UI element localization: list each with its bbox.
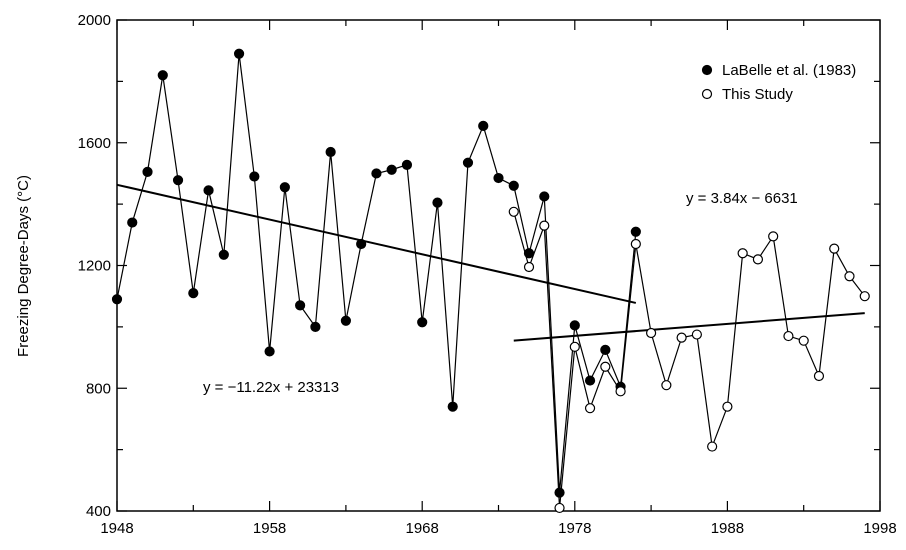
data-point-this-study (798, 335, 809, 346)
x-tick-label: 1988 (711, 520, 744, 537)
data-point-labelle (462, 157, 474, 168)
data-point-labelle (310, 321, 321, 332)
legend-label-labelle: LaBelle et al. (1983) (722, 62, 856, 79)
x-tick-label: 1968 (406, 520, 439, 537)
legend-marker-filled (701, 64, 713, 76)
data-point-labelle (569, 320, 580, 331)
y-axis-title: Freezing Degree-Days (°C) (15, 175, 32, 357)
data-point-labelle (584, 375, 596, 386)
data-point-labelle (233, 48, 245, 59)
data-point-labelle (325, 146, 336, 158)
data-point-labelle (142, 166, 153, 178)
data-point-this-study (783, 330, 794, 342)
data-point-this-study (691, 329, 702, 340)
data-point-labelle (386, 164, 397, 175)
data-point-labelle (340, 315, 351, 326)
data-point-labelle (172, 175, 184, 186)
x-tick-label: 1958 (253, 520, 286, 537)
x-tick-label: 1998 (863, 520, 896, 537)
data-point-this-study (569, 341, 580, 352)
data-point-this-study (813, 370, 825, 382)
data-point-labelle (493, 172, 504, 184)
data-point-labelle (523, 248, 535, 259)
data-point-labelle (417, 317, 428, 328)
data-point-this-study (539, 220, 550, 231)
data-point-labelle (157, 70, 168, 81)
data-point-labelle (111, 294, 123, 305)
data-point-this-study (645, 327, 657, 339)
data-point-this-study (615, 386, 626, 397)
data-point-labelle (127, 217, 138, 228)
data-point-labelle (356, 238, 367, 250)
data-point-this-study (554, 502, 565, 514)
y-tick-label: 400 (86, 503, 111, 520)
data-point-labelle (218, 249, 229, 260)
data-point-labelle (630, 226, 641, 237)
y-tick-labels: 400 800 1200 1600 2000 (78, 12, 111, 520)
data-point-this-study (676, 332, 687, 343)
trend-equation-2: y = 3.84x − 6631 (686, 190, 798, 207)
data-point-labelle (508, 180, 519, 191)
trend-line-2 (513, 312, 865, 342)
data-point-this-study (661, 380, 672, 391)
data-point-labelle (264, 346, 275, 357)
data-point-this-study (630, 238, 641, 250)
data-point-this-study (768, 231, 779, 242)
legend-label-this-study: This Study (722, 86, 793, 103)
data-point-this-study (737, 248, 748, 259)
data-point-labelle (249, 171, 260, 182)
trend-lines (116, 183, 865, 342)
data-point-this-study (523, 261, 535, 273)
data-point-labelle (295, 300, 306, 311)
y-tick-label: 1600 (78, 135, 111, 152)
data-point-labelle (478, 120, 489, 131)
legend-marker-open (701, 88, 713, 100)
data-point-this-study (844, 271, 855, 282)
data-point-labelle (554, 487, 565, 498)
data-point-labelle (371, 168, 382, 179)
data-point-this-study (859, 291, 870, 302)
y-tick-label: 2000 (78, 12, 111, 29)
trend-line-1 (116, 183, 637, 304)
x-tick-label: 1948 (100, 520, 133, 537)
legend: LaBelle et al. (1983) This Study (701, 62, 856, 103)
data-point-this-study (707, 441, 718, 452)
series-points (111, 48, 870, 514)
series-line-1 (116, 53, 637, 493)
x-tick-labels: 1948 1958 1968 1978 1988 1998 (100, 520, 896, 537)
series-line-2 (513, 211, 866, 508)
series-lines (116, 53, 866, 508)
data-point-this-study (752, 254, 764, 265)
data-point-this-study (584, 403, 596, 414)
data-point-labelle (203, 185, 214, 196)
data-point-this-study (722, 401, 733, 412)
data-point-this-study (829, 243, 840, 254)
data-point-labelle (188, 288, 199, 299)
y-tick-label: 1200 (78, 258, 111, 275)
trend-equation-1: y = −11.22x + 23313 (203, 379, 339, 396)
data-point-labelle (401, 159, 413, 170)
y-tick-label: 800 (86, 380, 111, 397)
data-point-this-study (600, 361, 611, 372)
data-point-labelle (432, 197, 443, 208)
data-point-labelle (600, 344, 611, 355)
data-point-labelle (539, 191, 550, 202)
data-point-labelle (279, 182, 290, 193)
x-tick-label: 1978 (558, 520, 591, 537)
data-point-this-study (508, 206, 519, 217)
axis-ticks (116, 19, 881, 512)
data-point-labelle (447, 401, 458, 412)
